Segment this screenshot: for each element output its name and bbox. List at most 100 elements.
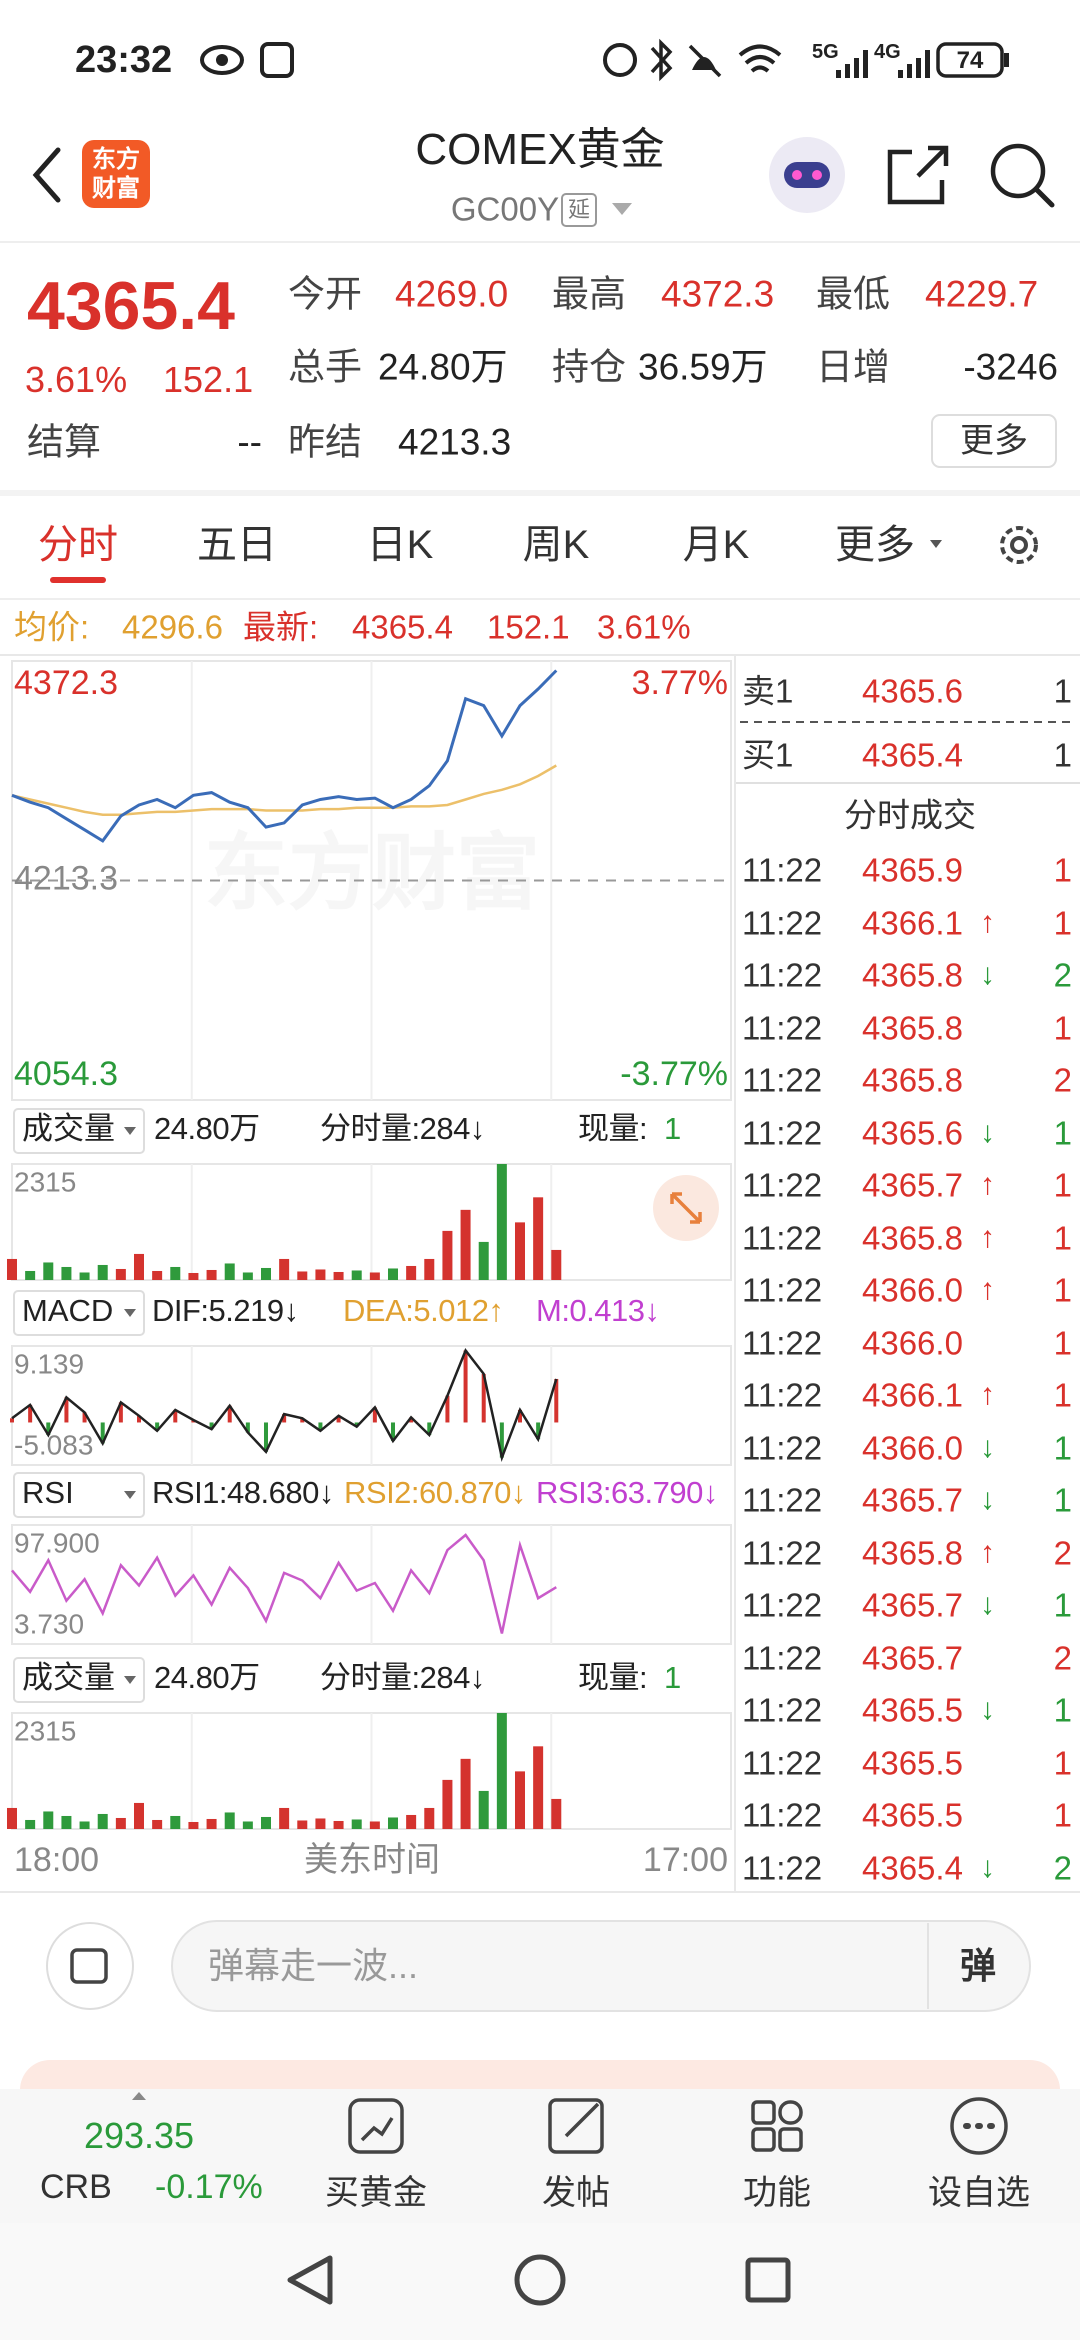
post-glyph [564,2102,600,2138]
volume-bar [133,1802,144,1829]
trade-volume: 2 [1053,1639,1072,1676]
post-icon[interactable] [548,2098,604,2154]
macd-dif-line [11,1348,558,1462]
axis-label: 2315 [14,1166,76,1197]
book-volume: 1 [1053,672,1072,710]
trade-price: 4366.0 [862,1324,963,1361]
volume-bar [206,1818,217,1829]
volume-bar [97,1813,108,1829]
volume-bar [424,1258,435,1280]
volume-bar [442,1230,453,1280]
volume-bar [43,1262,54,1280]
indicator-value: 现量: [578,1111,647,1146]
axis-label: 4372.3 [14,664,118,702]
nav-recents[interactable] [745,2257,791,2303]
nav-home[interactable] [514,2254,566,2306]
more-button-box[interactable] [931,414,1057,468]
indicator-selector [13,1657,145,1703]
function-icon[interactable] [751,2100,776,2125]
indicator-name: MACD [22,1293,113,1328]
watchlist-icon[interactable] [950,2097,1008,2155]
battery-tip [1004,53,1009,67]
volume-bar [206,1269,217,1280]
trade-price: 4365.4 [862,1849,963,1886]
volume-bar [387,1268,398,1280]
nav-back[interactable] [287,2255,333,2305]
trade-arrow: ↓ [980,958,995,991]
trade-arrow: ↑ [980,1273,995,1306]
bell-slash [688,44,722,78]
field-label: 最低 [816,273,890,315]
trade-price: 4365.5 [862,1744,963,1781]
trade-time: 11:22 [742,1009,823,1046]
divider [0,490,1080,496]
field-value: -3246 [963,346,1058,388]
trade-volume: 1 [1053,904,1072,941]
indicator-value: M:0.413↓ [536,1293,660,1328]
share-button[interactable] [887,145,949,205]
volume-bar [152,1819,163,1829]
volume-bar [61,1266,72,1280]
search-button[interactable] [990,143,1046,199]
wifi-icon [738,44,782,73]
summary-avg: 4296.6 [122,608,223,646]
trade-price: 4365.8 [862,956,963,994]
volume-bar [315,1269,326,1280]
macd-bar [300,1418,305,1423]
trade-arrow: ↓ [980,1430,995,1464]
trade-time: 11:22 [742,1324,823,1361]
avatar-eye [792,170,802,180]
volume-bar [478,1241,489,1280]
buy-gold-icon[interactable] [348,2098,404,2154]
trade-price: 4366.1 [862,1376,963,1414]
trade-volume: 1 [1053,1114,1072,1151]
logo[interactable] [82,140,150,208]
panel-separator [734,656,736,1892]
indicator-selector [13,1472,145,1518]
signal-1 [836,50,868,78]
logo-text: 东方 [92,146,140,173]
indicator-value: 24.80万 [154,1111,260,1146]
nfc-icon [260,42,294,78]
macd-bar [282,1414,287,1423]
index-change: -0.17% [155,2168,263,2206]
comment-input[interactable] [171,1920,1031,2012]
trade-time: 11:22 [742,851,823,889]
book-label: 买1 [742,736,794,774]
divider [0,1891,1080,1893]
back-button[interactable] [32,147,61,203]
volume-bar [496,1713,507,1829]
eye-icon [200,45,244,75]
macd-bar [209,1422,214,1430]
book-label: 卖1 [742,672,794,710]
trade-time: 11:22 [742,1481,823,1519]
settings-button[interactable] [1000,526,1038,564]
tab: 更多 [835,523,915,567]
code-dropdown[interactable] [612,203,632,215]
function-icon [751,2127,776,2152]
book-volume: 1 [1053,736,1072,774]
divider [736,782,1080,784]
volume-bar [61,1815,72,1829]
macd-bar [28,1404,33,1423]
index-name: CRB [40,2168,112,2206]
tab: 五日 [197,523,277,567]
divider [0,654,1080,656]
volume-bar [514,1222,525,1280]
macd-bar [354,1422,359,1427]
trade-time: 11:22 [742,1639,823,1676]
volume-bar [224,1812,235,1829]
trade-arrow: ↑ [980,1220,995,1254]
axis-label: 3.77% [632,664,728,702]
battery [936,42,1004,78]
axis-label: 4054.3 [14,1055,118,1093]
danmaku-settings[interactable] [46,1922,134,2010]
indicator-value: DEA:5.012↑ [343,1293,503,1328]
field-value: 4229.7 [925,273,1039,315]
trade-volume: 1 [1053,851,1072,889]
trade-volume: 1 [1053,1481,1072,1519]
tab: 日K [366,523,434,567]
bottom-nav [0,2089,1080,2223]
divider [0,598,1080,600]
axis-label: 3.730 [14,1608,84,1639]
